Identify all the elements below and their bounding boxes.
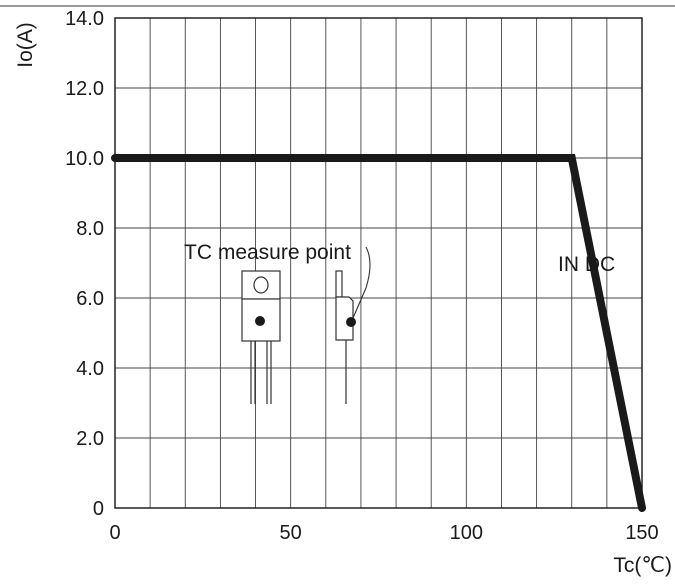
x-tick-label: 100 [450,522,483,544]
package-front-view-icon [241,270,281,404]
y-axis-ticks: 0 2.0 4.0 6.0 8.0 10.0 12.0 14.0 [65,8,104,520]
y-tick-label: 4.0 [76,358,104,380]
y-tick-label: 14.0 [65,8,104,30]
y-tick-label: 0 [93,498,104,520]
measure-point-leader-line [352,246,371,319]
y-tick-label: 6.0 [76,288,104,310]
plot-frame [114,17,643,509]
y-tick-label: 10.0 [65,148,104,170]
measure-point-label: TC measure point [184,241,351,264]
front-measure-dot [255,316,265,326]
y-tick-label: 2.0 [76,428,104,450]
side-measure-dot [346,317,356,327]
x-axis-title: Tc(℃) [613,554,672,577]
y-tick-label: 8.0 [76,218,104,240]
x-tick-label: 0 [109,522,120,544]
curve-label: IN DC [558,253,615,276]
y-axis-title: Io(A) [14,22,37,68]
y-tick-label: 12.0 [65,78,104,100]
grid [115,18,642,508]
series-group [111,154,646,512]
measure-point-illustration: TC measure point [184,241,371,404]
series-line-derating [111,154,646,512]
x-axis-ticks: 0 50 100 150 [109,522,658,544]
x-tick-label: 150 [625,522,658,544]
package-side-view-icon [335,270,354,404]
x-tick-label: 50 [280,522,302,544]
